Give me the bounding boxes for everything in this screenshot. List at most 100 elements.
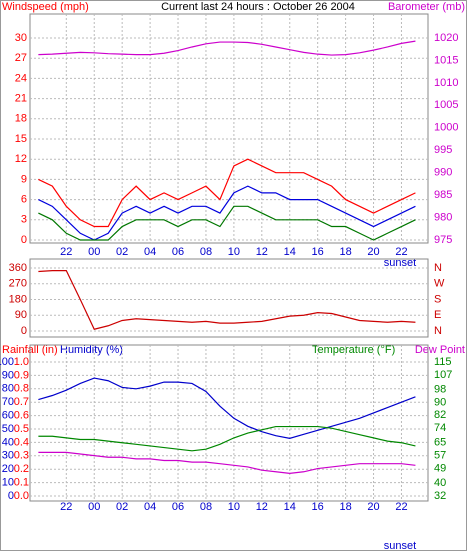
y2-tick-label: S [434, 293, 441, 305]
y2-tick-label: W [434, 278, 445, 290]
x-tick-label: 10 [228, 246, 240, 258]
annotation: sunset [384, 257, 416, 269]
y-tick-label: 60 [2, 410, 14, 422]
y-tick-label: 12 [15, 153, 27, 165]
x-tick-label: 06 [172, 501, 184, 513]
y2-tick-label: 985 [434, 189, 452, 201]
y-tick-label: 9 [21, 173, 27, 185]
rain-tick-label: 0.9 [14, 369, 29, 381]
y-tick-label: 40 [2, 436, 14, 448]
y2-tick-label: 82 [434, 409, 446, 421]
x-tick-label: 14 [284, 246, 296, 258]
y2-tick-label: N [434, 262, 442, 274]
y2-tick-label: 98 [434, 383, 446, 395]
y-tick-label: 24 [15, 72, 27, 84]
x-tick-label: 22 [60, 501, 72, 513]
rain-tick-label: 0.6 [14, 410, 29, 422]
windspeed-label: Windspeed (mph) [2, 1, 89, 13]
x-tick-label: 18 [339, 246, 351, 258]
y-tick-label: 70 [2, 396, 14, 408]
y2-tick-label: 1020 [434, 32, 458, 44]
y2-tick-label: 90 [434, 396, 446, 408]
y2-tick-label: E [434, 309, 441, 321]
series-line [38, 425, 416, 452]
annotation: sunset [384, 540, 416, 551]
y-tick-label: 0 [21, 234, 27, 246]
rain-tick-label: 0.1 [14, 477, 29, 489]
y-tick-label: 180 [9, 293, 27, 305]
y2-tick-label: 65 [434, 437, 446, 449]
y2-tick-label: 32 [434, 490, 446, 502]
dew-point-label: Dew Point [415, 344, 465, 356]
temperature-label: Temperature (°F) [312, 344, 395, 356]
x-tick-label: 20 [367, 246, 379, 258]
y-tick-label: 10 [2, 477, 14, 489]
y-tick-label: 15 [15, 133, 27, 145]
y-tick-label: 0 [8, 490, 14, 502]
humidity-label: Humidity (%) [60, 344, 123, 356]
x-tick-label: 00 [88, 246, 100, 258]
y2-tick-label: 975 [434, 234, 452, 246]
y-tick-label: 100 [0, 356, 14, 368]
x-tick-label: 08 [200, 501, 212, 513]
series-line [38, 205, 416, 241]
x-tick-label: 16 [312, 501, 324, 513]
series-line [38, 185, 416, 241]
x-tick-label: 16 [312, 246, 324, 258]
x-tick-label: 18 [339, 501, 351, 513]
series-line [38, 377, 416, 439]
y-tick-label: 90 [15, 309, 27, 321]
y2-tick-label: 40 [434, 477, 446, 489]
y-tick-label: 21 [15, 93, 27, 105]
y-tick-label: 0 [21, 325, 27, 337]
x-tick-label: 12 [256, 246, 268, 258]
y-tick-label: 27 [15, 52, 27, 64]
series-line [38, 40, 416, 56]
x-tick-label: 06 [172, 246, 184, 258]
x-tick-label: 14 [284, 501, 296, 513]
y-tick-label: 6 [21, 194, 27, 206]
x-tick-label: 02 [116, 246, 128, 258]
y-tick-label: 3 [21, 214, 27, 226]
y2-tick-label: 74 [434, 422, 446, 434]
y-tick-label: 30 [2, 450, 14, 462]
rain-tick-label: 0.3 [14, 450, 29, 462]
barometer-label: Barometer (mb) [388, 1, 465, 13]
y2-tick-label: 995 [434, 144, 452, 156]
y2-tick-label: 1005 [434, 99, 458, 111]
x-tick-label: 12 [256, 501, 268, 513]
y-tick-label: 270 [9, 278, 27, 290]
x-tick-label: 02 [116, 501, 128, 513]
x-tick-label: 22 [395, 501, 407, 513]
x-tick-label: 10 [228, 501, 240, 513]
y2-tick-label: 980 [434, 211, 452, 223]
x-tick-label: 22 [60, 246, 72, 258]
plot-frame [29, 13, 429, 244]
rain-tick-label: 0.0 [14, 490, 29, 502]
series-line [38, 451, 416, 475]
y-tick-label: 80 [2, 383, 14, 395]
y2-tick-label: 57 [434, 450, 446, 462]
rain-tick-label: 0.8 [14, 383, 29, 395]
y2-tick-label: N [434, 325, 442, 337]
x-tick-label: 00 [88, 501, 100, 513]
y2-tick-label: 1010 [434, 77, 458, 89]
rain-tick-label: 0.5 [14, 423, 29, 435]
y2-tick-label: 115 [434, 356, 452, 368]
y2-tick-label: 1015 [434, 54, 458, 66]
plot-frame [29, 258, 429, 338]
y-tick-label: 50 [2, 423, 14, 435]
chart-title: Current last 24 hours : October 26 2004 [161, 1, 355, 13]
y-tick-label: 360 [9, 262, 27, 274]
y2-tick-label: 1000 [434, 122, 458, 134]
rain-tick-label: 0.2 [14, 463, 29, 475]
rain-tick-label: 1.0 [14, 356, 29, 368]
y-tick-label: 20 [2, 463, 14, 475]
y2-tick-label: 49 [434, 462, 446, 474]
y-tick-label: 90 [2, 369, 14, 381]
rain-tick-label: 0.7 [14, 396, 29, 408]
y2-tick-label: 990 [434, 167, 452, 179]
plot-frame [29, 344, 429, 502]
y2-tick-label: 107 [434, 369, 452, 381]
